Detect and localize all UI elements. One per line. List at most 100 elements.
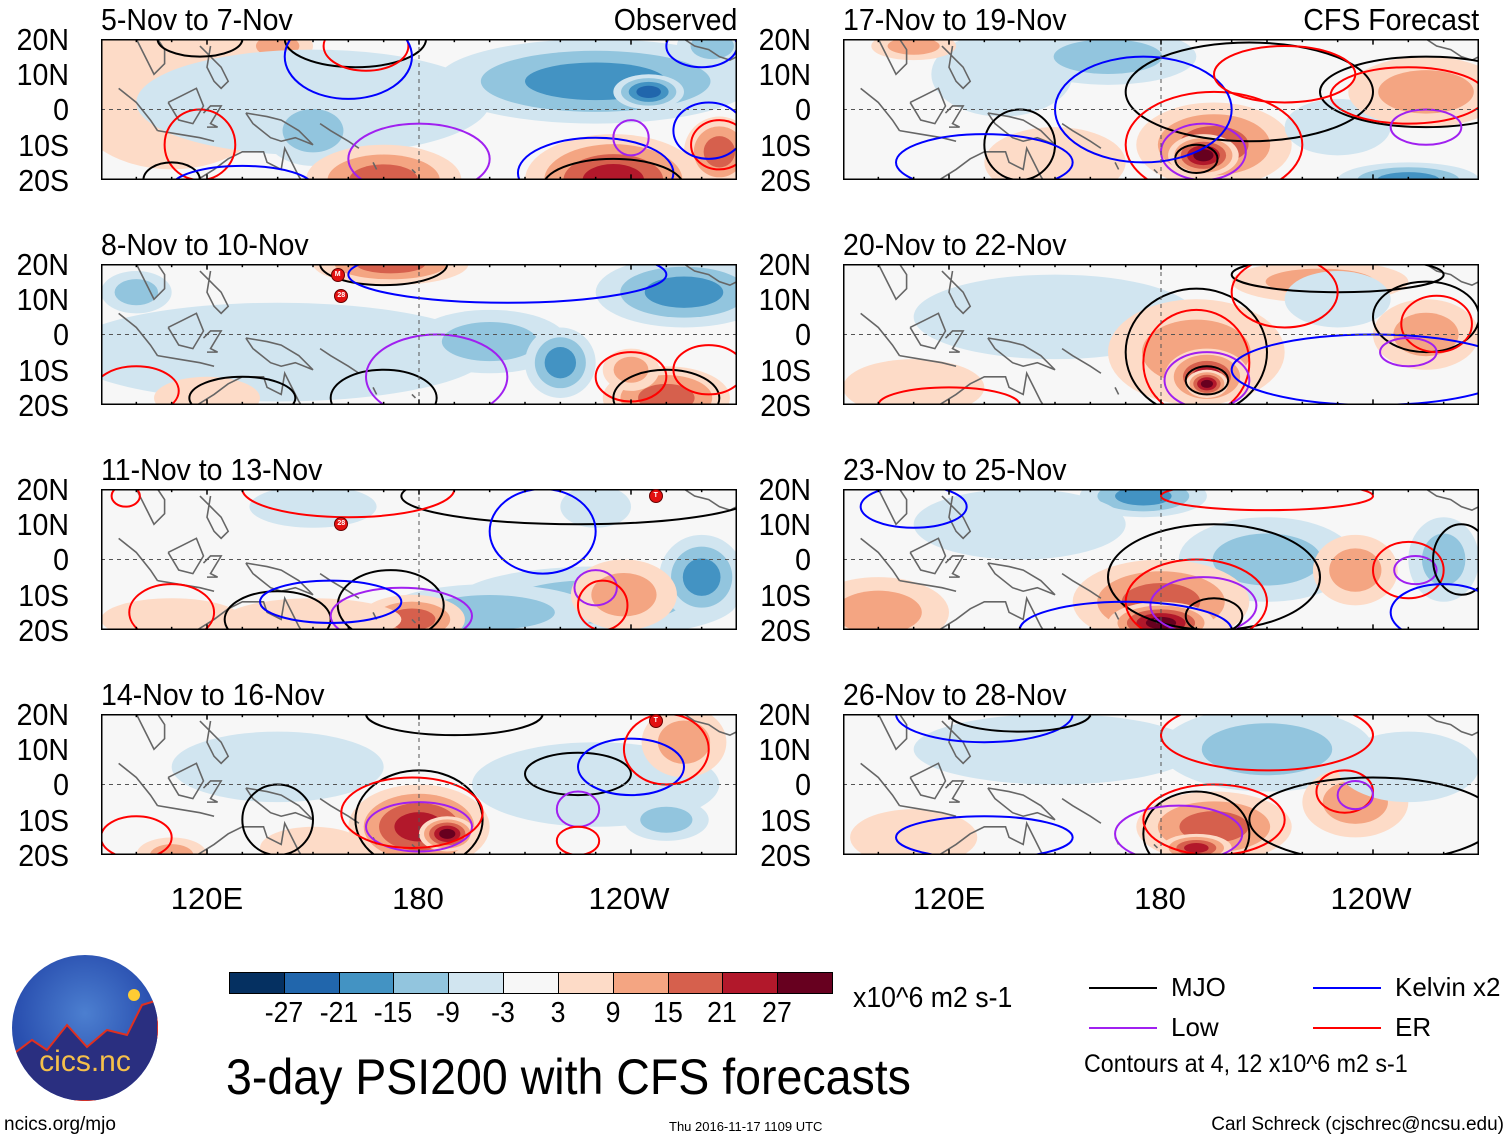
positive-anomaly [1393,312,1459,357]
panel-title: 17-Nov to 19-Nov [843,2,1067,37]
psi200-map [101,39,737,180]
negative-anomaly [441,322,538,362]
contour-kelvin [172,166,313,180]
contour-low [1165,352,1250,405]
contour-low [613,120,648,155]
contour-low [1380,338,1437,366]
coastline [987,337,1056,371]
lat-label: 0 [53,92,69,128]
coastline [118,312,159,357]
coastline [199,495,230,540]
coastline [118,762,159,807]
colorbar-label: 21 [707,997,738,1029]
coastline [319,347,360,374]
colorbar-swatch [667,972,724,994]
negative-anomaly [913,714,1197,785]
coastline [944,780,965,803]
contour-mjo [525,753,631,795]
contour-low [1391,110,1462,145]
legend-label: Low [1171,1012,1219,1042]
lat-label: 0 [53,767,69,803]
contour-mjo [143,162,200,180]
tropical-cyclone-marker: T [648,489,663,504]
negative-anomaly [101,302,490,402]
psi200-map [843,714,1479,855]
coastline [245,112,314,146]
legend-line [1089,987,1157,989]
lat-label: 10S [18,577,69,613]
lat-label: 20S [18,612,69,648]
lat-label: 20N [758,247,811,282]
coastline [202,555,223,578]
colorbar-swatch [612,972,669,994]
coastline [372,387,378,395]
positive-anomaly [1184,843,1209,853]
lat-label: 20N [16,472,69,507]
coastline [860,537,901,582]
contour-mjo [1249,777,1479,855]
tropical-cyclone-marker: 28 [334,288,349,303]
lat-label: 10S [760,577,811,613]
contour-kelvin [896,816,1073,855]
coastline [937,820,1045,855]
contour-mjo [189,377,295,405]
contour-mjo [1126,289,1267,405]
positive-anomaly [843,590,922,630]
contour-er [129,584,214,630]
lon-label: 120E [912,881,986,916]
coastline [202,105,223,128]
legend-label: MJO [1171,972,1226,1002]
coastline [157,129,215,142]
lat-label: 10N [758,57,811,93]
coastline [899,579,957,592]
lon-label: 180 [392,881,444,916]
colorbar-label: -27 [264,997,304,1029]
colorbar-label: 27 [762,997,793,1029]
lat-label: 0 [53,317,69,353]
panel-title: 26-Nov to 28-Nov [843,677,1067,712]
coastline [877,714,908,751]
author-credit: Carl Schreck (cjschrec@ncsu.edu) [1211,1114,1504,1135]
lat-label: 10S [760,352,811,388]
contour-er [1161,714,1373,770]
legend-line [1313,987,1381,989]
panel-title: 20-Nov to 22-Nov [843,227,1067,262]
colorbar-swatch [557,972,614,994]
coastline [199,720,230,765]
timestamp: Thu 2016-11-17 1109 UTC [669,1119,823,1134]
coastline [1061,347,1102,374]
contour-er [101,816,172,855]
contour-mjo [338,570,444,630]
coastline [167,762,205,800]
logo-text: cics.nc [39,1045,131,1078]
contour-er [673,345,737,394]
contour-mjo [1108,524,1320,630]
contour-mjo [1320,57,1479,128]
coastline [135,714,166,751]
lat-label: 0 [795,92,811,128]
contour-mjo [158,39,243,57]
coastline [157,804,215,817]
contour-note: Contours at 4, 12 x10^6 m2 s-1 [1084,1050,1408,1078]
coastline [1153,843,1159,849]
panel-title: 14-Nov to 16-Nov [101,677,325,712]
lat-label: 10N [16,507,69,543]
lat-label: 20N [16,247,69,282]
contour-mjo [613,370,719,405]
coastline [683,264,737,287]
coastline [1425,489,1479,512]
lon-label: 180 [1134,881,1186,916]
contour-er [1126,92,1303,180]
site-link[interactable]: ncics.org/mjo [4,1114,116,1135]
lat-label: 20S [760,162,811,198]
legend-label: Kelvin x2 [1395,972,1501,1002]
lat-label: 20S [18,162,69,198]
figure-title: 3-day PSI200 with CFS forecasts [226,1049,911,1105]
coastline [372,162,378,170]
coastline [1425,714,1479,737]
coastline [167,537,205,575]
positive-anomaly [1378,70,1474,114]
lat-label: 10S [760,127,811,163]
coastline [909,312,947,350]
positive-anomaly [439,828,456,839]
